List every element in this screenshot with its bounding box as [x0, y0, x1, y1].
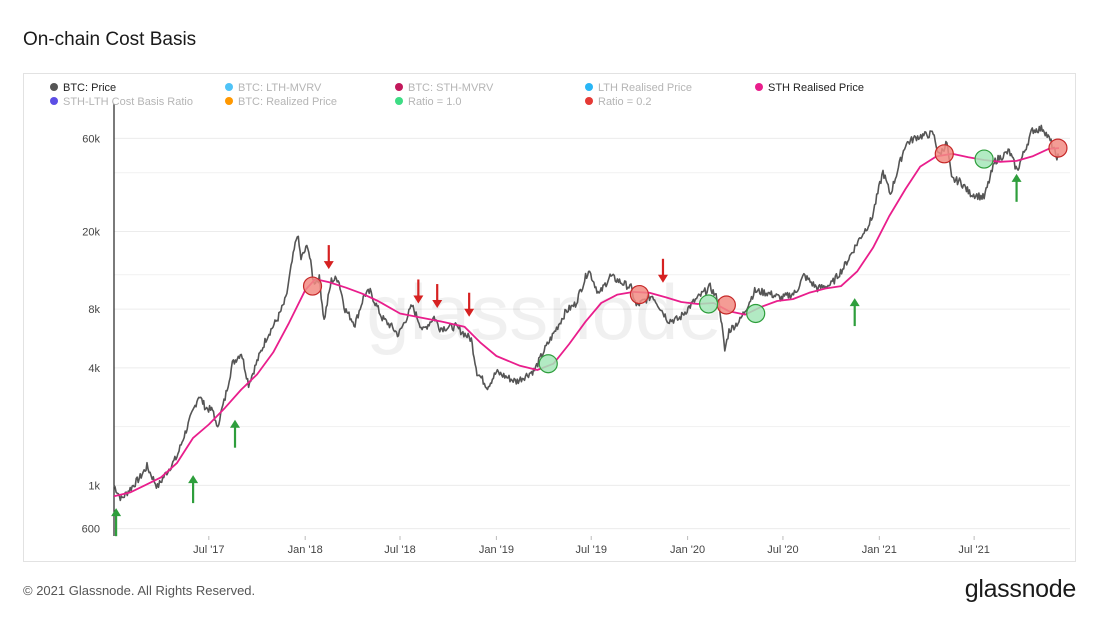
legend-swatch	[225, 97, 233, 105]
up-arrow-head	[1011, 173, 1022, 182]
y-tick-label: 8k	[88, 304, 100, 316]
green-circle-marker	[698, 294, 719, 314]
red-circle-marker	[302, 276, 323, 296]
x-tick-label: Jul '17	[193, 544, 224, 556]
up-arrow	[230, 419, 241, 448]
legend-swatch	[395, 83, 403, 91]
green-circle-marker	[538, 354, 558, 374]
red-circle-marker	[716, 295, 736, 315]
annotation-layer	[111, 138, 1068, 537]
legend-item[interactable]: BTC: STH-MVRV	[395, 82, 494, 94]
legend-swatch	[50, 83, 58, 91]
grid-layer	[114, 137, 1070, 530]
sth-realised-price-line	[113, 147, 1060, 498]
x-tick-label: Jul '18	[384, 544, 415, 556]
legend-label: STH-LTH Cost Basis Ratio	[63, 96, 193, 108]
up-arrow	[188, 475, 199, 504]
down-arrow-head	[323, 261, 334, 270]
y-tick-label: 1k	[88, 480, 100, 492]
legend-swatch	[585, 83, 593, 91]
legend-layer: BTC: Price BTC: LTH-MVRV BTC: STH-MVRV LTH …	[50, 82, 864, 108]
down-arrow-head	[432, 300, 443, 309]
legend-label: BTC: Realized Price	[238, 96, 337, 108]
legend-item[interactable]: STH Realised Price	[755, 82, 864, 94]
down-arrow	[432, 284, 443, 309]
down-arrow-head	[413, 295, 424, 304]
legend-item[interactable]: Ratio = 0.2	[585, 96, 652, 108]
watermark: glassnode	[366, 268, 722, 356]
down-arrow	[657, 258, 668, 283]
up-arrow	[1011, 173, 1022, 202]
footer-copyright: © 2021 Glassnode. All Rights Reserved.	[23, 583, 256, 598]
legend-label: BTC: Price	[63, 82, 116, 94]
green-circle-marker	[746, 303, 766, 324]
chart-svg: glassnode 600 1k 4k 8k 20k 60k Jul '17 Jan '18 J…	[50, 82, 1070, 556]
legend-label: STH Realised Price	[768, 82, 864, 94]
legend-label: LTH Realised Price	[598, 82, 692, 94]
red-circle-marker	[629, 284, 650, 305]
btc-price-line	[113, 124, 1060, 502]
up-arrow	[849, 298, 860, 327]
axis-layer: 600 1k 4k 8k 20k 60k Jul '17 Jan '18 Jul '18 Jan …	[82, 104, 990, 556]
legend-swatch	[225, 83, 233, 91]
legend-swatch	[50, 97, 58, 105]
x-tick-label: Jul '21	[958, 544, 989, 556]
glassnode-logo[interactable]: glassnode	[964, 575, 1077, 603]
red-circle-marker	[934, 144, 954, 164]
legend-swatch	[395, 97, 403, 105]
down-arrow	[413, 279, 424, 304]
y-tick-label: 20k	[82, 226, 100, 238]
green-circle-marker	[974, 149, 994, 169]
legend-label: BTC: LTH-MVRV	[238, 82, 322, 94]
legend-label: Ratio = 0.2	[598, 96, 652, 108]
down-arrow	[464, 292, 475, 317]
x-tick-label: Jan '20	[670, 544, 705, 556]
legend-item[interactable]: BTC: Realized Price	[225, 96, 337, 108]
red-circle-marker	[1048, 138, 1068, 158]
y-tick-label: 600	[82, 524, 100, 536]
legend-swatch	[755, 83, 763, 91]
chart-frame: glassnode 600 1k 4k 8k 20k 60k Jul '17 Jan '18 J…	[23, 73, 1076, 562]
legend-item[interactable]: BTC: Price	[50, 82, 116, 94]
page-title: On-chain Cost Basis	[23, 29, 197, 50]
x-tick-label: Jan '19	[479, 544, 514, 556]
x-tick-label: Jan '18	[288, 544, 323, 556]
legend-swatch	[585, 97, 593, 105]
legend-item[interactable]: BTC: LTH-MVRV	[225, 82, 322, 94]
series-layer	[113, 124, 1060, 502]
up-arrow-head	[111, 508, 122, 517]
down-arrow	[323, 245, 334, 270]
y-tick-label: 4k	[88, 363, 100, 375]
legend-item[interactable]: STH-LTH Cost Basis Ratio	[50, 96, 193, 108]
legend-label: Ratio = 1.0	[408, 96, 462, 108]
y-tick-label: 60k	[82, 133, 100, 145]
x-tick-label: Jul '20	[767, 544, 798, 556]
up-arrow-head	[849, 298, 860, 307]
legend-item[interactable]: Ratio = 1.0	[395, 96, 462, 108]
x-tick-label: Jul '19	[575, 544, 606, 556]
x-tick-label: Jan '21	[862, 544, 897, 556]
up-arrow-head	[230, 419, 241, 428]
legend-item[interactable]: LTH Realised Price	[585, 82, 692, 94]
down-arrow-head	[657, 274, 668, 283]
legend-label: BTC: STH-MVRV	[408, 82, 494, 94]
up-arrow	[111, 508, 122, 537]
up-arrow-head	[188, 475, 199, 484]
down-arrow-head	[464, 308, 475, 317]
